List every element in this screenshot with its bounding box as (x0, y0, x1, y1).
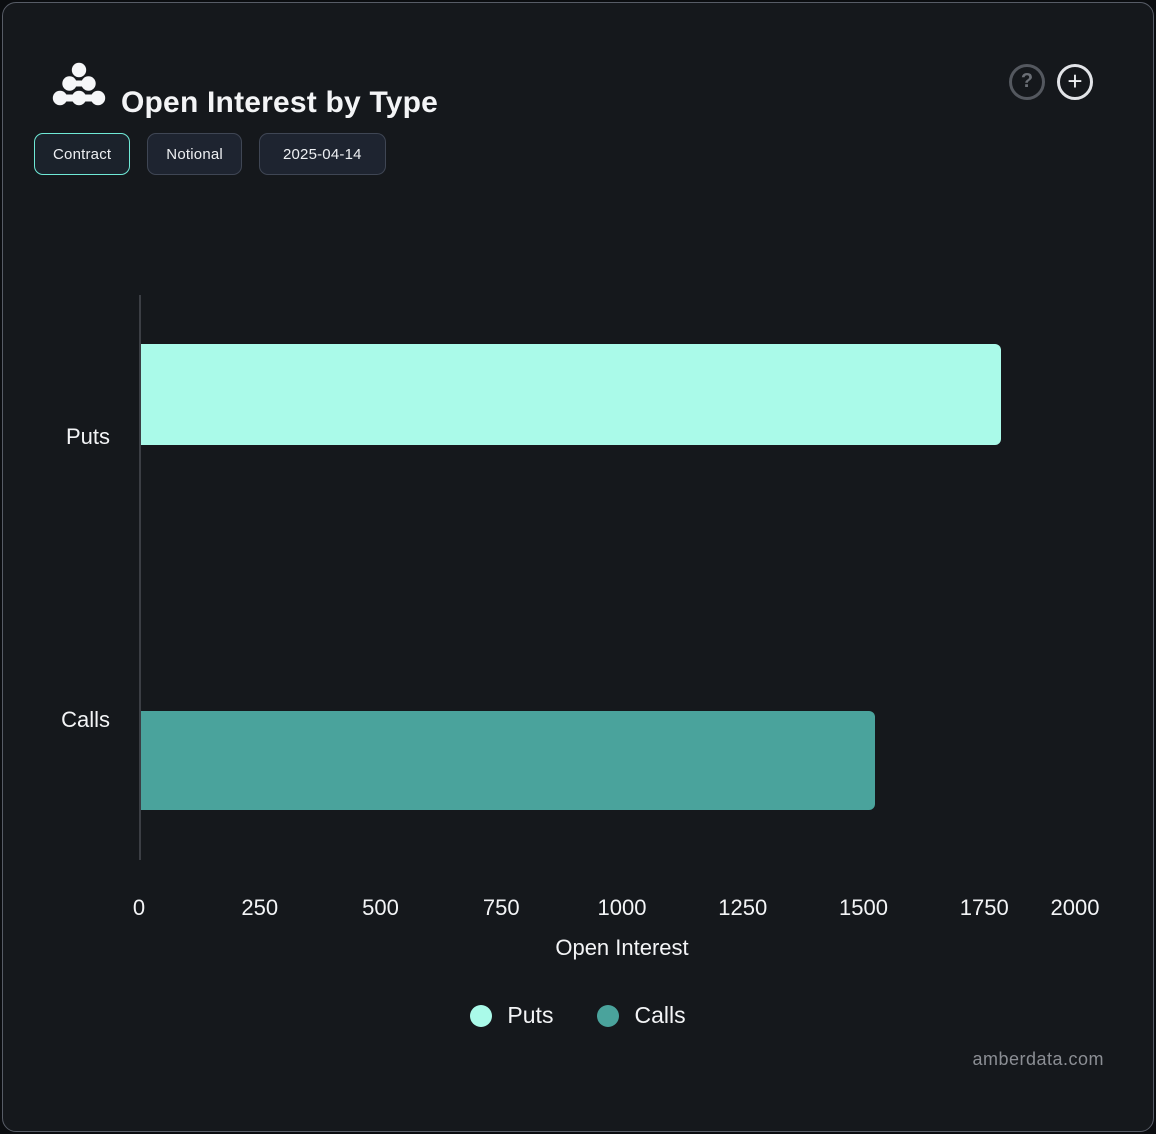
question-mark-icon: ? (1020, 70, 1034, 92)
chip-2025-04-14[interactable]: 2025-04-14 (258, 133, 386, 175)
xtick-750: 750 (482, 895, 520, 920)
xtick-1000: 1000 (597, 895, 647, 920)
view-toggle-group: Contract Notional 2025-04-14 (34, 133, 386, 175)
bar-calls[interactable] (141, 711, 876, 810)
x-axis-title: Open Interest (555, 935, 689, 960)
ytick-calls: Calls (61, 707, 110, 732)
legend-dot-calls (597, 1004, 620, 1027)
ytick-puts: Puts (65, 424, 110, 449)
legend-dot-puts (470, 1004, 493, 1027)
add-button[interactable]: + (1057, 64, 1093, 100)
watermark: amberdata.com (972, 1049, 1104, 1069)
legend-item-calls[interactable]: Calls (597, 1002, 686, 1029)
xtick-500: 500 (362, 895, 399, 920)
legend-item-puts[interactable]: Puts (470, 1002, 553, 1029)
xtick-0: 0 (132, 895, 146, 920)
xtick-1750: 1750 (959, 895, 1009, 920)
plus-icon: + (1067, 66, 1083, 96)
bar-puts[interactable] (141, 344, 1001, 445)
xtick-250: 250 (241, 895, 279, 920)
xtick-1250: 1250 (718, 895, 768, 920)
page-title: Open Interest by Type (121, 86, 439, 120)
legend-label: Puts (507, 1002, 554, 1028)
y-axis-line (139, 295, 141, 860)
xtick-2000: 2000 (1050, 895, 1100, 920)
legend-label: Calls (634, 1002, 686, 1028)
xtick-1500: 1500 (839, 895, 888, 920)
legend: Puts Calls (0, 1002, 1156, 1029)
help-button[interactable]: ? (1009, 64, 1045, 100)
chip-contract[interactable]: Contract (34, 133, 131, 175)
chip-notional[interactable]: Notional (147, 133, 242, 175)
amberdata-logo-icon (52, 62, 106, 106)
